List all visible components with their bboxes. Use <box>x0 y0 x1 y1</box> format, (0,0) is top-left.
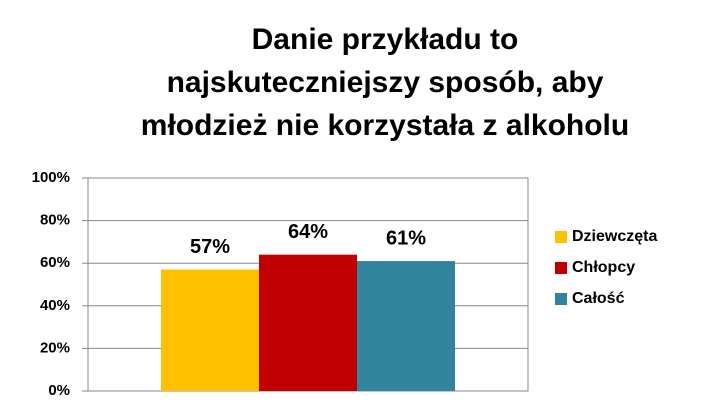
bar <box>357 261 455 391</box>
bar <box>161 269 259 391</box>
y-tick-label: 60% <box>40 254 70 271</box>
y-tick-label: 80% <box>40 212 70 229</box>
chart-title: Danie przykładu to najskuteczniejszy spo… <box>140 23 630 142</box>
y-tick-label: 40% <box>40 297 70 314</box>
data-label: 57% <box>190 236 230 258</box>
y-tick-label: 20% <box>40 339 70 356</box>
legend-swatch <box>555 293 567 305</box>
data-label: 61% <box>386 227 426 249</box>
legend-label: Całość <box>572 290 625 307</box>
y-tick-label: 100% <box>32 169 70 186</box>
legend-label: Chłopcy <box>572 259 635 276</box>
legend-label: Dziewczęta <box>572 228 657 245</box>
legend-swatch <box>555 231 567 243</box>
data-label: 64% <box>288 221 328 243</box>
bar <box>259 254 357 391</box>
legend-swatch <box>555 262 567 274</box>
y-tick-label: 0% <box>48 382 70 399</box>
